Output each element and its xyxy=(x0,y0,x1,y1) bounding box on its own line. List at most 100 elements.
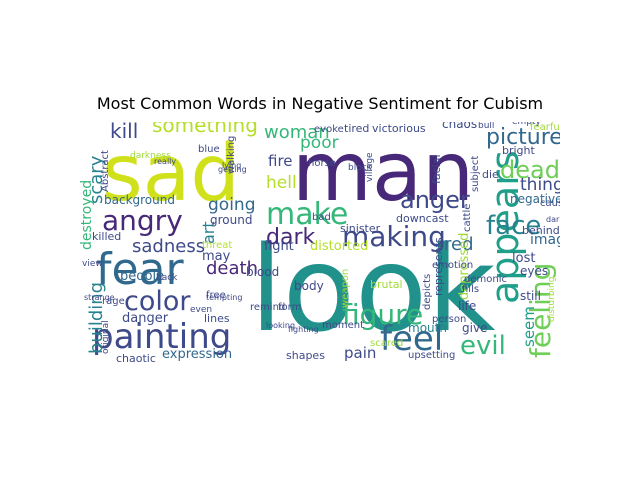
word-tempting: tempting xyxy=(206,293,242,302)
word-eyes: eyes xyxy=(520,264,548,278)
word-man: man xyxy=(292,125,474,220)
word-subject: subject xyxy=(470,156,481,192)
word-lost: lost xyxy=(512,251,535,266)
word-life: life xyxy=(458,299,476,313)
word-thing: thing xyxy=(520,175,560,195)
word-appears: appears xyxy=(483,150,527,304)
word-abstract: Abstract xyxy=(100,150,111,192)
word-even: even xyxy=(190,305,212,315)
word-hell: hell xyxy=(266,173,297,193)
word-kill: kill xyxy=(110,122,138,143)
word-downcast: downcast xyxy=(396,212,449,225)
word-die: die xyxy=(482,168,499,181)
word-building: building xyxy=(86,282,107,354)
word-looking: looking xyxy=(266,321,295,330)
word-fight: fight xyxy=(264,239,294,254)
word-remind: remind xyxy=(250,302,285,313)
word-evoke: evoke xyxy=(314,124,344,135)
word-emotion: emotion xyxy=(432,260,473,271)
word-darker: darker xyxy=(546,215,560,224)
word-upsetting: upsetting xyxy=(408,350,455,361)
word-picture: picture xyxy=(486,125,560,150)
word-face: face xyxy=(486,211,541,241)
chart-title: Most Common Words in Negative Sentiment … xyxy=(96,94,544,113)
word-blood: blood xyxy=(246,265,279,279)
word-bright: bright xyxy=(502,144,536,157)
word-sinister: sinister xyxy=(340,222,381,235)
word-seem: seem xyxy=(520,306,538,347)
word-poor: poor xyxy=(300,133,339,153)
word-woman: woman xyxy=(264,122,330,143)
word-moment: moment xyxy=(322,320,364,331)
word-painting: painting xyxy=(92,317,231,357)
word-lines: lines xyxy=(204,312,230,325)
word-fills: fills xyxy=(462,284,479,295)
word-rage: rage xyxy=(102,296,125,307)
word-strange: strange xyxy=(84,293,115,302)
word-danger: danger xyxy=(122,311,169,326)
word-mouth: mouth xyxy=(408,321,447,335)
word-anger: anger xyxy=(400,186,470,214)
word-pain: pain xyxy=(344,344,376,362)
word-back: back xyxy=(156,273,178,283)
word-art: art xyxy=(199,221,218,244)
word-free: free xyxy=(206,290,226,301)
word-negative: negative xyxy=(510,192,560,206)
word-angry: angry xyxy=(102,204,183,237)
word-making: making xyxy=(342,220,446,253)
word-causes: causes xyxy=(540,198,560,209)
word-people: people xyxy=(120,269,164,284)
word-feeling: feeling xyxy=(524,263,557,358)
word-still: still xyxy=(520,289,541,303)
word-really: really xyxy=(154,157,176,166)
word-ground: ground xyxy=(210,213,252,227)
word-village: village xyxy=(365,152,375,182)
word-evil: evil xyxy=(460,331,506,361)
word-threat: threat xyxy=(202,240,232,251)
word-sadness: sadness xyxy=(132,236,205,257)
word-view: view xyxy=(82,259,103,269)
word-killed: killed xyxy=(92,230,121,243)
word-horse: horse xyxy=(308,158,336,169)
word-chaotic: chaotic xyxy=(116,352,156,362)
word-block: block xyxy=(348,163,373,173)
word-tired: tired xyxy=(344,122,369,135)
word-distorted: distorted xyxy=(310,239,368,254)
word-empty: empty xyxy=(512,122,542,127)
word-going: going xyxy=(208,195,255,215)
word-blue: blue xyxy=(198,144,220,155)
word-disturbing: disturbing xyxy=(547,277,557,322)
word-person: person xyxy=(432,314,466,325)
word-feel: feel xyxy=(380,319,443,359)
word-depressed: depressed xyxy=(457,233,472,300)
word-fighting: fighting xyxy=(288,325,319,334)
word-form: form xyxy=(278,302,301,313)
word-fire: fire xyxy=(268,152,293,170)
word-make: make xyxy=(266,197,348,232)
word-weapon: weapon xyxy=(340,269,351,308)
word-image: image xyxy=(530,232,560,248)
word-may: may xyxy=(202,249,231,264)
word-demonic: demonic xyxy=(464,274,507,285)
word-depicts: depicts xyxy=(422,274,433,310)
word-dark: dark xyxy=(266,225,315,250)
word-fearful: fearful xyxy=(530,122,560,133)
word-chaos: chaos xyxy=(442,122,477,131)
word-red: red xyxy=(444,234,474,255)
word-victorious: victorious xyxy=(372,122,426,135)
word-original: original xyxy=(101,320,111,354)
word-cattle: cattle xyxy=(462,204,473,232)
word-expression: expression xyxy=(162,347,232,362)
word-sad: sad xyxy=(102,129,240,219)
word-scared: scared xyxy=(370,338,403,349)
word-scary: scary xyxy=(86,155,107,204)
word-behind: behind xyxy=(522,224,560,237)
word-give: give xyxy=(462,321,487,335)
word-lying: lying xyxy=(222,161,241,170)
word-destroyed: destroyed xyxy=(80,180,95,250)
word-look: look xyxy=(250,220,496,358)
word-something: something xyxy=(152,122,258,137)
word-color: color xyxy=(124,286,191,317)
